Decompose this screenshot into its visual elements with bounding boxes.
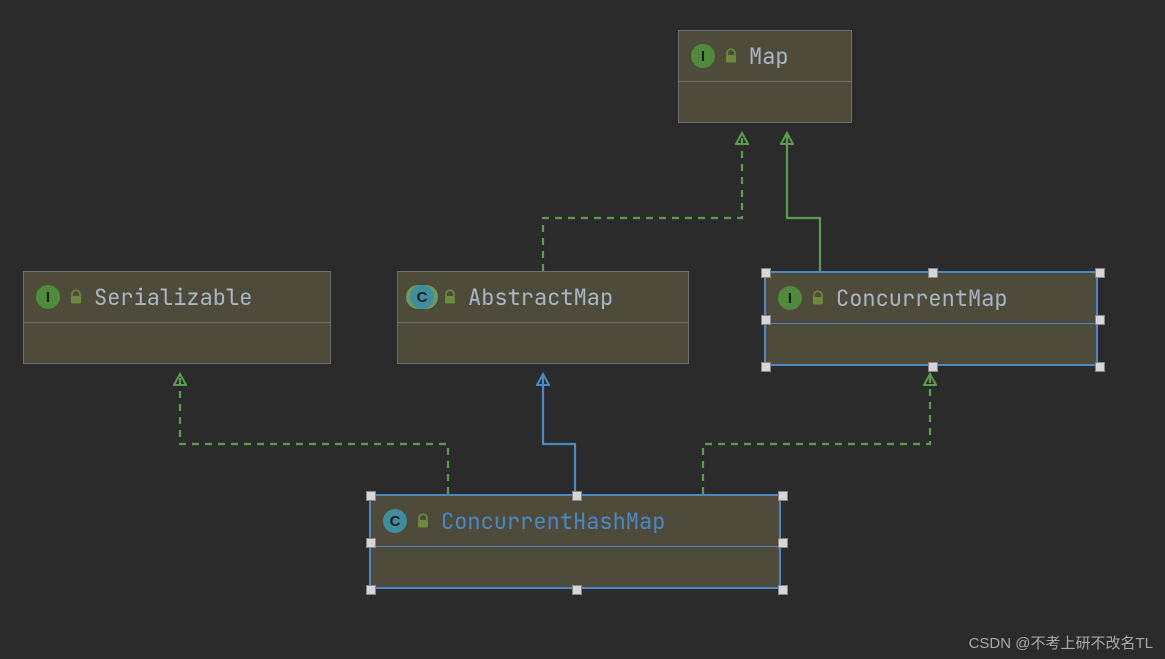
selection-handle[interactable] (761, 362, 771, 372)
edge-abstract_map-to-map (543, 133, 742, 271)
node-label: ConcurrentHashMap (441, 507, 665, 536)
class-badge-icon: C (383, 509, 407, 533)
node-header: I Serializable (24, 272, 330, 323)
selection-handle[interactable] (778, 491, 788, 501)
node-header: I Map (679, 31, 851, 82)
node-serializable[interactable]: I Serializable (23, 271, 331, 364)
lock-icon (723, 48, 739, 64)
lock-icon (442, 289, 458, 305)
node-abstract-map[interactable]: C AbstractMap (397, 271, 689, 364)
edge-concurrent_map-to-map (787, 133, 820, 271)
interface-badge-icon: I (778, 286, 802, 310)
abstract-class-badge-icon: C (410, 285, 434, 309)
selection-handle[interactable] (572, 585, 582, 595)
selection-handle[interactable] (928, 268, 938, 278)
lock-icon (810, 290, 826, 306)
node-label: AbstractMap (468, 283, 613, 312)
selection-handle[interactable] (1095, 362, 1105, 372)
interface-badge-icon: I (691, 44, 715, 68)
interface-badge-icon: I (36, 285, 60, 309)
selection-handle[interactable] (761, 268, 771, 278)
node-body (371, 547, 779, 587)
watermark: CSDN @不考上研不改名TL (969, 632, 1153, 653)
selection-handle[interactable] (928, 362, 938, 372)
selection-handle[interactable] (366, 585, 376, 595)
node-label: Map (749, 42, 789, 71)
lock-icon (68, 289, 84, 305)
node-body (679, 82, 851, 122)
selection-handle[interactable] (572, 491, 582, 501)
selection-handle[interactable] (366, 538, 376, 548)
node-header: C AbstractMap (398, 272, 688, 323)
node-body (766, 324, 1096, 364)
edge-concurrent_hash_map-to-serializable (180, 374, 448, 494)
node-body (398, 323, 688, 363)
node-body (24, 323, 330, 363)
diagram-canvas[interactable]: I Map I Serializable C AbstractMap I Con… (0, 0, 1165, 659)
node-label: Serializable (94, 283, 252, 312)
node-concurrent-map[interactable]: I ConcurrentMap (764, 271, 1098, 366)
edge-concurrent_hash_map-to-concurrent_map (703, 374, 930, 494)
node-header: C ConcurrentHashMap (371, 496, 779, 547)
selection-handle[interactable] (778, 585, 788, 595)
lock-icon (415, 513, 431, 529)
node-map[interactable]: I Map (678, 30, 852, 123)
edge-concurrent_hash_map-to-abstract_map (543, 374, 575, 494)
selection-handle[interactable] (761, 315, 771, 325)
selection-handle[interactable] (1095, 268, 1105, 278)
node-label: ConcurrentMap (836, 284, 1008, 313)
selection-handle[interactable] (778, 538, 788, 548)
selection-handle[interactable] (1095, 315, 1105, 325)
node-concurrent-hash-map[interactable]: C ConcurrentHashMap (369, 494, 781, 589)
selection-handle[interactable] (366, 491, 376, 501)
node-header: I ConcurrentMap (766, 273, 1096, 324)
